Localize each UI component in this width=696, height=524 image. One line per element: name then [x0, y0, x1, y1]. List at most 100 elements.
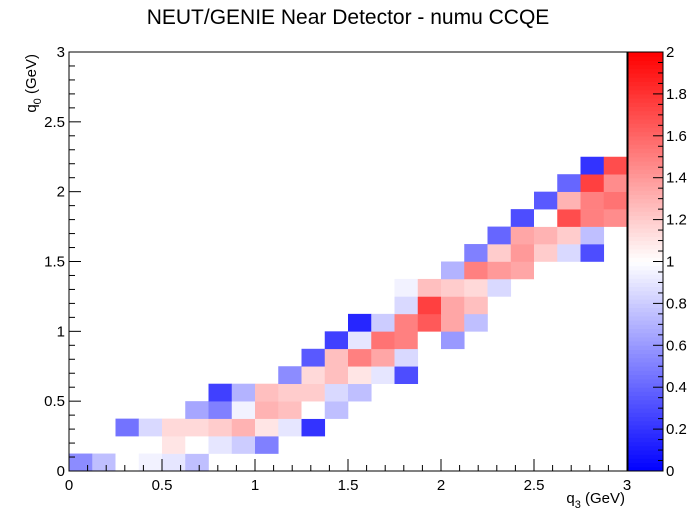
- color-scale-segment: [628, 450, 663, 455]
- x-tick-label: 3: [623, 477, 631, 494]
- heatmap-cell: [278, 366, 302, 385]
- heatmap-cell: [162, 453, 186, 472]
- color-scale-segment: [628, 211, 663, 216]
- x-tick-label: 1: [251, 477, 259, 494]
- heatmap-cell: [278, 401, 302, 419]
- color-scale-segment: [628, 387, 663, 392]
- heatmap-cell: [417, 313, 442, 332]
- heatmap-cell: [580, 156, 605, 175]
- y-tick-label: 2: [57, 184, 65, 201]
- color-scale-segment: [628, 282, 663, 288]
- color-scale-segment: [628, 144, 663, 149]
- heatmap-cell: [371, 331, 395, 350]
- color-scale-segment: [628, 357, 663, 363]
- color-scale-segment: [628, 64, 663, 70]
- color-scale-segment: [628, 190, 663, 195]
- color-scale-segment: [628, 232, 663, 237]
- color-scale-tick-label: 1.4: [666, 170, 687, 187]
- color-scale-segment: [628, 52, 663, 57]
- color-scale-segment: [628, 156, 663, 162]
- y-tick-label: 0: [57, 463, 65, 480]
- color-scale-segment: [628, 68, 663, 74]
- color-scale-segment: [628, 429, 663, 434]
- color-scale-segment: [628, 315, 663, 321]
- color-scale-segment: [628, 274, 663, 279]
- color-scale-segment: [628, 320, 663, 325]
- color-scale-segment: [628, 165, 663, 170]
- color-scale-segment: [628, 215, 663, 221]
- heatmap-cell: [92, 453, 116, 472]
- heatmap-cell: [255, 436, 279, 454]
- color-scale-segment: [628, 131, 663, 137]
- heatmap-cell: [510, 209, 535, 227]
- color-scale-segment: [628, 181, 663, 187]
- heatmap-cell: [185, 436, 209, 454]
- color-scale-segment: [628, 328, 663, 334]
- color-scale-segment: [628, 81, 663, 87]
- color-scale-segment: [628, 85, 663, 91]
- color-scale-segment: [628, 114, 663, 120]
- heatmap-cell: [534, 209, 558, 227]
- heatmap-cell: [162, 436, 186, 454]
- color-scale-segment: [628, 278, 663, 283]
- color-scale-segment: [628, 194, 663, 200]
- heatmap-cell: [115, 453, 140, 472]
- heatmap-cell: [348, 366, 372, 385]
- color-scale-segment: [628, 370, 663, 376]
- color-scale-tick-label: 1.6: [666, 128, 687, 145]
- color-scale-tick-label: 2: [666, 44, 674, 61]
- heatmap-cell: [208, 436, 233, 454]
- heatmap-cell: [487, 261, 512, 280]
- y-tick-label: 0.5: [44, 393, 65, 410]
- heatmap-cell: [417, 296, 442, 315]
- heatmap-cell: [324, 401, 349, 419]
- color-scale-segment: [628, 416, 663, 422]
- heatmap-cell: [324, 383, 349, 402]
- heatmap-cell: [208, 418, 233, 437]
- heatmap-cell: [417, 331, 442, 350]
- heatmap-cell: [603, 174, 628, 192]
- heatmap-cell: [441, 296, 465, 315]
- color-scale-segment: [628, 135, 663, 141]
- color-scale-segment: [628, 119, 663, 124]
- heatmap-cell: [371, 348, 395, 367]
- color-scale-segment: [628, 160, 663, 166]
- heatmap-cell: [208, 401, 233, 419]
- heatmap-cell: [510, 244, 535, 262]
- heatmap-cell: [231, 418, 256, 437]
- color-scale-segment: [628, 408, 663, 413]
- heatmap-cell: [324, 348, 349, 367]
- color-scale-segment: [628, 399, 663, 405]
- color-scale-segment: [628, 458, 663, 464]
- color-scale-segment: [628, 198, 663, 204]
- color-scale-segment: [628, 93, 663, 99]
- color-scale-segment: [628, 454, 663, 459]
- color-scale-segment: [628, 286, 663, 292]
- heatmap-cell: [464, 313, 488, 332]
- color-scale-segment: [628, 127, 663, 133]
- color-scale-segment: [628, 311, 663, 317]
- heatmap-cell: [464, 244, 488, 262]
- heatmap-cell: [138, 453, 163, 472]
- x-tick-label: 2.5: [524, 477, 545, 494]
- heatmap-cell: [580, 244, 605, 262]
- heatmap-cell: [441, 331, 465, 350]
- heatmap-cell: [301, 401, 326, 419]
- chart-title: NEUT/GENIE Near Detector - numu CCQE: [146, 6, 550, 29]
- heatmap-cell: [510, 226, 535, 245]
- heatmap-cell: [115, 418, 140, 437]
- heatmap-cell: [487, 244, 512, 262]
- heatmap-cell: [557, 191, 581, 210]
- color-scale-segment: [628, 152, 663, 158]
- color-scale-segment: [628, 60, 663, 66]
- color-scale-segment: [628, 412, 663, 418]
- color-scale-tick-label: 1: [666, 254, 674, 271]
- heatmap-cell: [301, 348, 326, 367]
- color-scale-segment: [628, 248, 663, 254]
- heatmap-cell: [580, 174, 605, 192]
- color-scale-tick-label: 0.4: [666, 379, 687, 396]
- x-axis: 0 0.5 1 1.5 2 2.5 3q3 (GeV): [65, 459, 631, 511]
- color-scale-segment: [628, 223, 663, 229]
- heatmap-cell: [371, 313, 395, 332]
